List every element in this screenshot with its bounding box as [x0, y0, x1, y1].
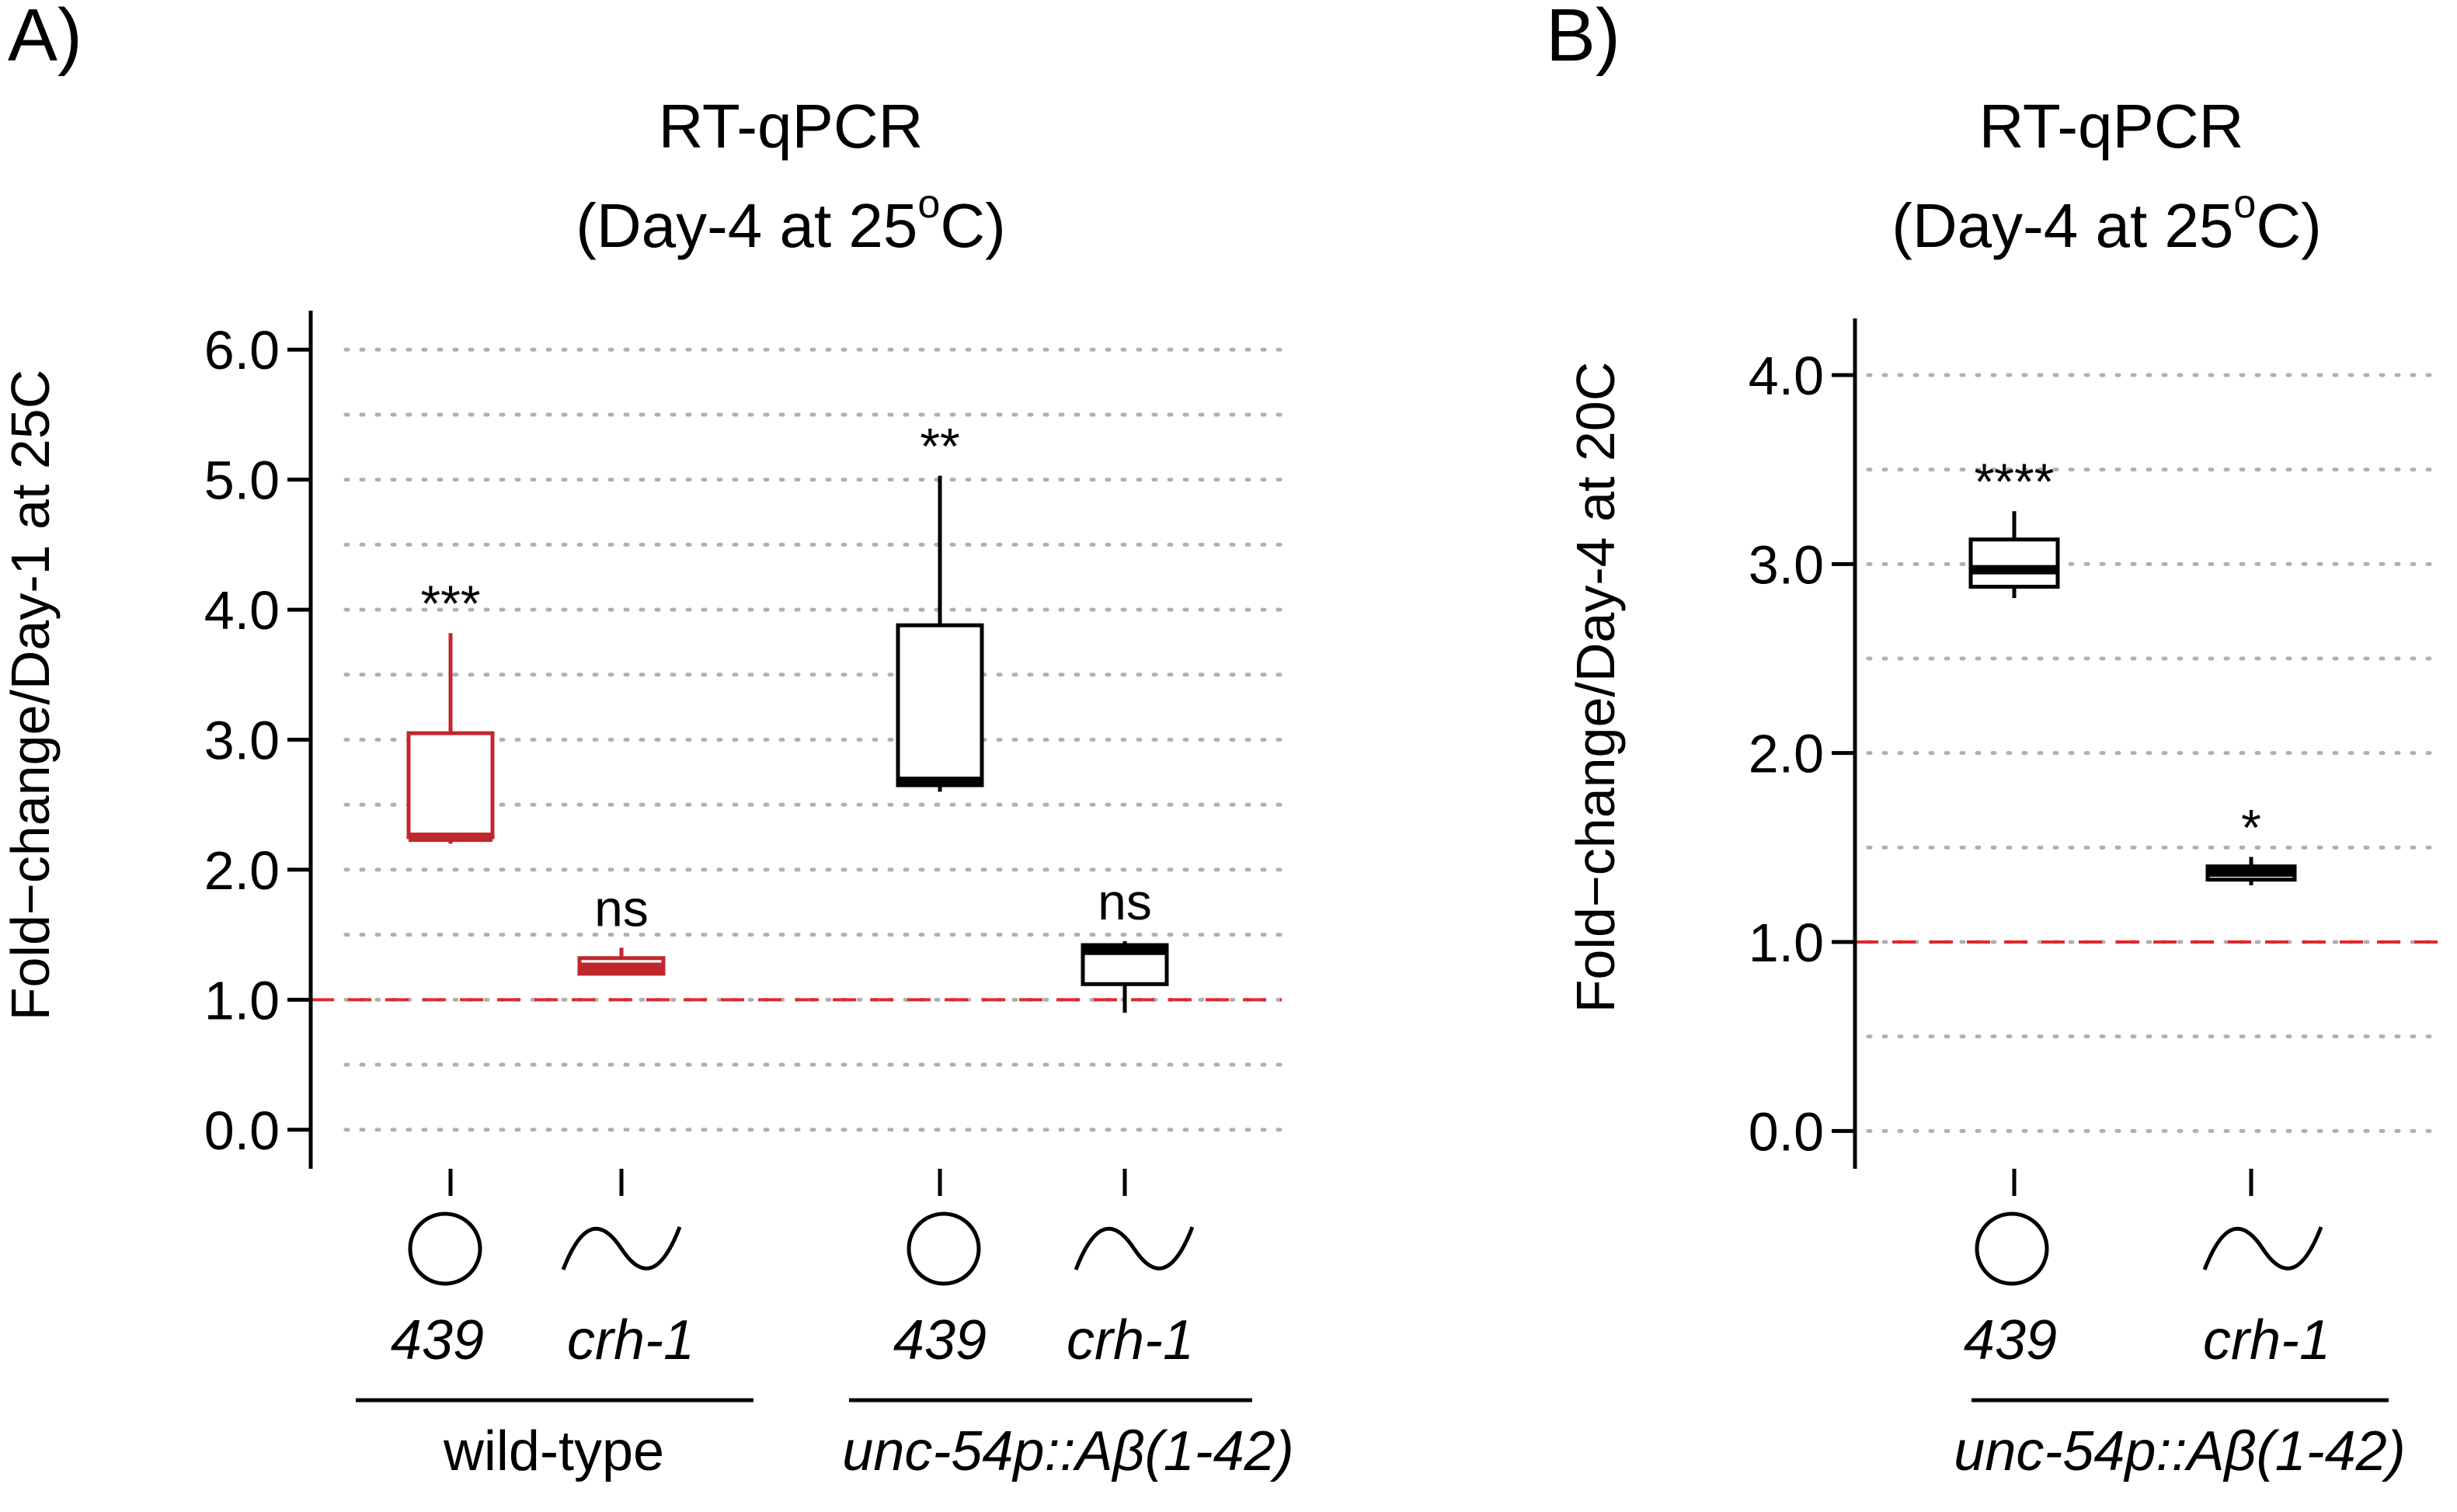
- panel-b-category-label: 439: [1964, 1309, 2057, 1371]
- panel-a-category-label: crh-1: [1067, 1309, 1194, 1371]
- panel-a-label: A): [8, 0, 82, 77]
- significance-label: ns: [1098, 873, 1152, 930]
- panel-b-title-prefix: (Day-4 at 25: [1891, 191, 2233, 260]
- panel-b-group-label: unc-54p::Aβ(1-42): [1954, 1420, 2405, 1482]
- y-tick-label: 3.0: [1749, 534, 1824, 595]
- panel-a: A) RT-qPCR (Day-4 at 25oC) Fold−change/D…: [0, 0, 1294, 1482]
- y-tick-label: 4.0: [1749, 346, 1824, 406]
- y-tick-label: 0.0: [1749, 1101, 1824, 1162]
- panel-a-group-label: unc-54p::Aβ(1-42): [842, 1420, 1293, 1482]
- panel-a-title-degree: o: [917, 182, 940, 227]
- panel-a-title-line2: (Day-4 at 25oC): [576, 182, 1006, 260]
- significance-label: **: [920, 418, 959, 475]
- panel-b-y-ticks: 0.0 1.0 2.0 3.0 4.0: [1749, 346, 1855, 1162]
- panel-a-box-ab-439: **: [896, 418, 984, 792]
- y-tick-label: 6.0: [204, 320, 280, 381]
- wave-icon: [1074, 1226, 1195, 1270]
- panel-a-title-suffix: C): [940, 191, 1005, 260]
- y-tick-label: 1.0: [204, 970, 280, 1031]
- panel-b-title-line2: (Day-4 at 25oC): [1891, 182, 2322, 260]
- circle-icon: [408, 1211, 482, 1286]
- panel-b-gridlines: [1866, 373, 2445, 1133]
- panel-b-label: B): [1546, 0, 1620, 77]
- y-tick-label: 2.0: [1749, 724, 1824, 784]
- panel-b-box-ab-439: ****: [1968, 453, 2060, 599]
- panel-b-y-axis-label: Fold−change/Day-4 at 20C: [1565, 362, 1626, 1013]
- panel-a-category-label: 439: [391, 1309, 484, 1371]
- panel-a-box-wt-crh1: ns: [577, 879, 666, 976]
- circle-icon: [907, 1211, 981, 1286]
- panel-a-y-ticks: 0.0 1.0 2.0 3.0 4.0 5.0 6.0: [204, 320, 311, 1161]
- box-iqr: [896, 623, 984, 787]
- panel-b-title-line1: RT-qPCR: [1979, 92, 2244, 161]
- panel-b-title-degree: o: [2233, 182, 2256, 227]
- y-tick-label: 5.0: [204, 450, 280, 511]
- panel-b-box-ab-crh1: *: [2205, 799, 2297, 885]
- significance-label: *: [2241, 799, 2261, 857]
- box-iqr: [1968, 537, 2060, 589]
- wave-icon: [2202, 1226, 2323, 1270]
- panel-a-title-prefix: (Day-4 at 25: [576, 191, 917, 260]
- panel-a-box-wt-439: ***: [406, 575, 495, 844]
- significance-label: ****: [1975, 453, 2055, 510]
- box-iqr: [406, 731, 495, 839]
- panel-b-title-suffix: C): [2256, 191, 2321, 260]
- circle-icon: [1975, 1211, 2049, 1286]
- significance-label: ns: [594, 879, 649, 937]
- panel-a-category-label: 439: [893, 1309, 987, 1371]
- y-tick-label: 2.0: [204, 840, 280, 901]
- y-tick-label: 3.0: [204, 711, 280, 771]
- panel-a-title-line1: RT-qPCR: [659, 92, 924, 161]
- panel-b: B) RT-qPCR (Day-4 at 25oC) Fold−change/D…: [1546, 0, 2445, 1482]
- panel-a-y-axis-label: Fold−change/Day-1 at 25C: [0, 370, 61, 1021]
- significance-label: ***: [420, 575, 480, 632]
- panel-a-category-label: crh-1: [567, 1309, 694, 1371]
- wave-icon: [561, 1226, 682, 1270]
- y-tick-label: 0.0: [204, 1100, 280, 1161]
- y-tick-label: 1.0: [1749, 912, 1824, 973]
- y-tick-label: 4.0: [204, 580, 280, 641]
- panel-a-group-label: wild-type: [443, 1420, 664, 1482]
- panel-b-category-label: crh-1: [2203, 1309, 2330, 1371]
- panel-a-box-ab-crh1: ns: [1081, 873, 1169, 1013]
